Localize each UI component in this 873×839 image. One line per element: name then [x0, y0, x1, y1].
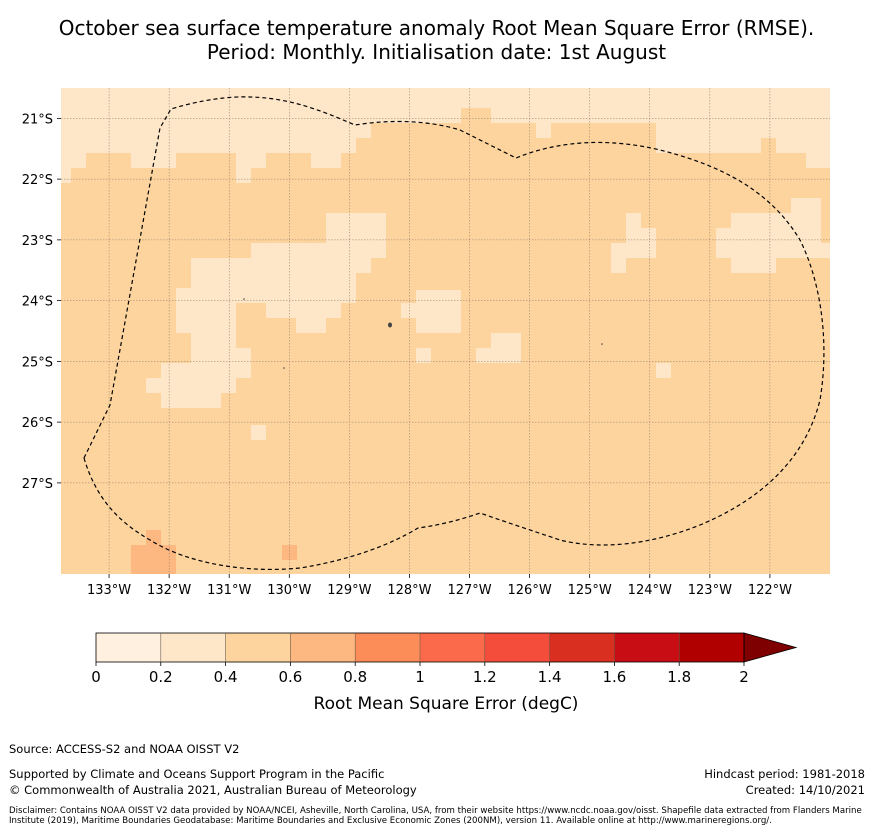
map-plot: 133°W 132°W 131°W 130°W 129°W 128°W 127°W 126°W… [22, 88, 830, 598]
support-line-1: Supported by Climate and Oceans Support … [9, 767, 385, 781]
x-tick-label: 125°W [568, 583, 612, 598]
colorbar-extend-arrow [743, 632, 798, 663]
created-date: Created: 14/10/2021 [745, 783, 865, 797]
colorbar-segment [549, 633, 615, 662]
disclaimer-text: Disclaimer: Contains NOAA OISST V2 data … [9, 806, 862, 826]
hindcast-info: Hindcast period: 1981-2018 Created: 14/1… [704, 766, 865, 798]
x-tick-label: 133°W [87, 583, 131, 598]
colorbar-segment [160, 633, 227, 662]
colorbar-tick-label: 1.2 [473, 668, 497, 686]
y-tick-label: 24°S [22, 295, 53, 310]
colorbar-segment [225, 633, 291, 662]
colorbar-tick-label: 2 [739, 668, 749, 686]
x-tick-label: 129°W [327, 583, 371, 598]
colorbar-segment [96, 633, 162, 662]
central-west-patch [146, 213, 386, 408]
colorbar-tick-label: 0.2 [149, 668, 173, 686]
colorbar-tick-label: 0 [91, 668, 101, 686]
northern-band [61, 88, 830, 183]
colorbar: 0 0.2 0.4 0.6 0.8 1 1.2 1.4 1.6 1.8 2 [91, 632, 798, 686]
chart-title: October sea surface temperature anomaly … [0, 16, 873, 64]
x-tick-label: 126°W [508, 583, 552, 598]
south-west-patch [131, 530, 176, 574]
colorbar-segment [679, 633, 745, 662]
patch-south-center [476, 333, 521, 363]
y-tick-label: 25°S [22, 355, 53, 370]
colorbar-label: Root Mean Square Error (degC) [314, 694, 579, 714]
hindcast-period: Hindcast period: 1981-2018 [704, 767, 865, 781]
x-tick-label: 127°W [447, 583, 491, 598]
support-text: Supported by Climate and Oceans Support … [9, 766, 417, 798]
title-line-1: October sea surface temperature anomaly … [58, 16, 815, 40]
colorbar-tick-label: 0.4 [214, 668, 238, 686]
y-axis: 21°S 22°S 23°S 24°S 25°S 26°S 27°S [22, 112, 61, 492]
islands [243, 298, 603, 369]
colorbar-segment [355, 633, 421, 662]
y-tick-label: 27°S [22, 477, 53, 492]
gridlines [61, 88, 830, 574]
colorbar-segment [420, 633, 486, 662]
colorbar-segment [484, 633, 551, 662]
island-3 [283, 367, 285, 369]
patch-small-1 [416, 348, 431, 363]
x-tick-label: 122°W [748, 583, 792, 598]
x-tick-label: 131°W [207, 583, 251, 598]
patch-small-3 [656, 363, 671, 378]
south-patch-2 [282, 545, 297, 560]
y-tick-label: 23°S [22, 234, 53, 249]
y-tick-label: 22°S [22, 173, 53, 188]
x-tick-label: 123°W [688, 583, 732, 598]
low-rmse-regions [61, 88, 830, 440]
east-patch-a [611, 213, 656, 273]
colorbar-tick-label: 0.8 [343, 668, 367, 686]
patch-small-2 [251, 425, 266, 440]
island-2 [243, 298, 245, 300]
x-tick-label: 128°W [387, 583, 431, 598]
colorbar-tick-label: 1.4 [538, 668, 562, 686]
colorbar-tick-label: 1.6 [602, 668, 626, 686]
x-tick-label: 130°W [267, 583, 311, 598]
y-tick-label: 26°S [22, 416, 53, 431]
colorbar-tick-label: 0.6 [278, 668, 302, 686]
support-line-2: © Commonwealth of Australia 2021, Austra… [9, 783, 417, 797]
east-patch-b [716, 198, 830, 273]
title-line-2: Period: Monthly. Initialisation date: 1s… [206, 40, 667, 64]
x-tick-label: 124°W [628, 583, 672, 598]
eez-boundary [83, 96, 825, 570]
x-axis: 133°W 132°W 131°W 130°W 129°W 128°W 127°W 126°W… [87, 574, 792, 598]
colorbar-tick-label: 1 [415, 668, 425, 686]
colorbar-tick-label: 1.8 [667, 668, 691, 686]
colorbar-segment [614, 633, 680, 662]
colorbar-segment [290, 633, 356, 662]
y-tick-label: 21°S [22, 112, 53, 127]
x-tick-label: 132°W [147, 583, 191, 598]
source-text: Source: ACCESS-S2 and NOAA OISST V2 [9, 742, 240, 756]
island-4 [601, 343, 603, 345]
high-rmse-regions [131, 530, 297, 574]
island-1 [388, 322, 392, 328]
